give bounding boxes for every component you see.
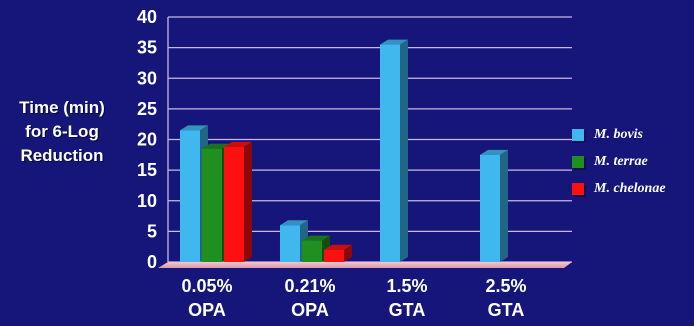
legend-swatch [572,155,584,168]
floor-plane [158,262,572,268]
x-tick-label: 2.5% [485,276,526,296]
x-tick-label: 1.5% [386,276,427,296]
y-axis-label-line: for 6-Log [25,122,99,141]
y-axis-label-line: Reduction [20,146,104,165]
x-tick-label: OPA [291,300,329,320]
x-tick-label: GTA [488,300,525,320]
chart-floor [158,262,572,268]
y-tick-label: 20 [137,130,157,150]
y-tick-label: 15 [137,160,157,180]
bar [224,141,252,262]
legend-swatch [572,182,584,195]
y-tick-label: 5 [147,221,157,241]
bar [480,149,508,262]
x-tick-label: OPA [188,300,226,320]
legend: M. bovis M. terrae M. chelonae [572,121,666,202]
legend-label: M. chelonae [594,180,666,196]
y-axis-ticks: 0 5 10 15 20 25 30 35 40 [137,7,157,272]
y-tick-label: 25 [137,99,157,119]
y-tick-label: 10 [137,191,157,211]
y-axis-label-line: Time (min) [19,98,105,117]
y-tick-label: 30 [137,68,157,88]
y-axis-label: Time (min) for 6-Log Reduction [6,96,118,168]
legend-label: M. terrae [594,153,648,169]
y-tick-label: 35 [137,38,157,58]
x-tick-label: 0.05% [181,276,232,296]
x-tick-label: GTA [389,300,426,320]
x-tick-label: 0.21% [284,276,335,296]
y-tick-label: 0 [147,252,157,272]
y-tick-label: 40 [137,7,157,27]
x-axis-ticks: 0.05% OPA 0.21% OPA 1.5% GTA 2.5% GTA [181,276,526,320]
legend-item: M. bovis [572,121,666,148]
legend-swatch [572,128,584,141]
legend-item: M. chelonae [572,175,666,202]
bar [324,244,352,262]
bars [180,39,508,262]
legend-label: M. bovis [594,126,643,142]
bar [380,39,408,262]
legend-item: M. terrae [572,148,666,175]
